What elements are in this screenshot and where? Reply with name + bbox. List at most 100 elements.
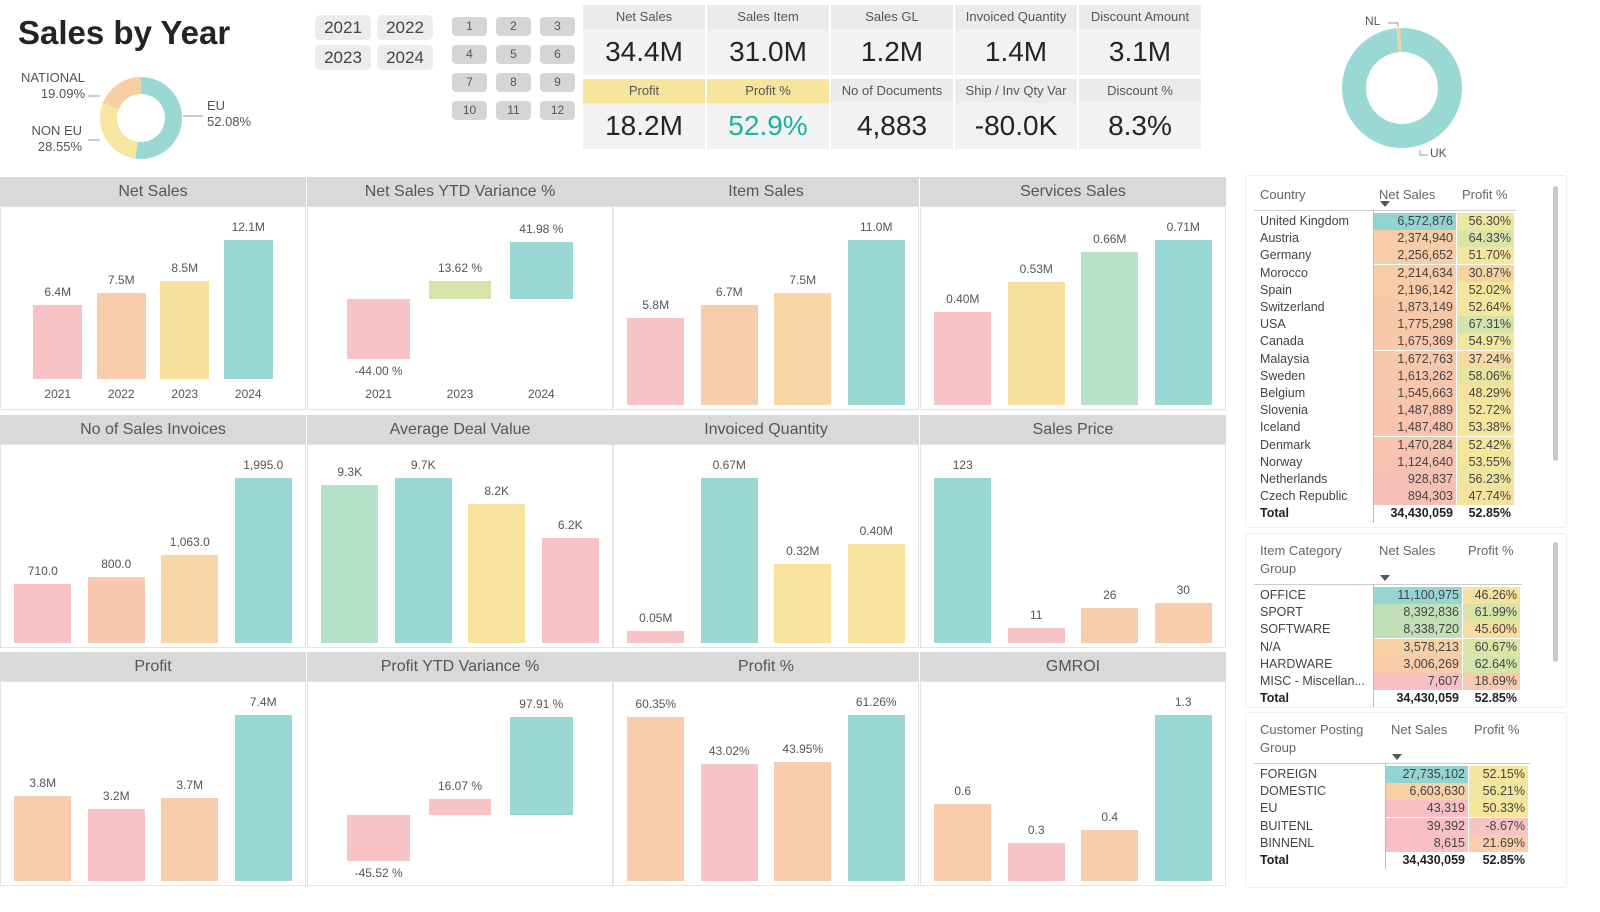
column-header[interactable]: Profit %	[1468, 543, 1514, 558]
bar[interactable]	[847, 715, 905, 881]
column-header[interactable]: Profit %	[1462, 187, 1508, 202]
table-row[interactable]: EU 43,319 50.33%	[1246, 800, 1566, 818]
year-button-2024[interactable]: 2024	[377, 45, 433, 70]
year-button-2022[interactable]: 2022	[377, 15, 433, 40]
bar[interactable]	[700, 764, 758, 881]
table-row[interactable]: Netherlands 928,837 56.23%	[1246, 471, 1566, 488]
column-header[interactable]: Country	[1260, 187, 1306, 202]
bar[interactable]	[14, 795, 72, 881]
sort-descending-icon[interactable]	[1392, 754, 1402, 760]
bar[interactable]	[33, 305, 83, 379]
bar[interactable]	[1007, 628, 1065, 643]
bar[interactable]	[394, 478, 452, 643]
bar[interactable]	[934, 478, 992, 643]
table-row[interactable]: OFFICE 11,100,975 46.26%	[1246, 587, 1566, 604]
sort-descending-icon[interactable]	[1380, 575, 1390, 581]
bar[interactable]	[700, 478, 758, 643]
year-button-2023[interactable]: 2023	[315, 45, 371, 70]
table-row[interactable]: Czech Republic 894,303 47.74%	[1246, 488, 1566, 506]
scrollbar[interactable]	[1553, 542, 1558, 662]
table-row[interactable]: Slovenia 1,487,889 52.72%	[1246, 402, 1566, 420]
bar[interactable]	[428, 280, 492, 300]
bar[interactable]	[87, 576, 145, 643]
bar[interactable]	[96, 292, 146, 379]
bar[interactable]	[934, 804, 992, 881]
bar[interactable]	[234, 715, 292, 881]
bar[interactable]	[700, 304, 758, 405]
bar[interactable]	[627, 630, 685, 643]
bar[interactable]	[1154, 240, 1212, 405]
bar[interactable]	[510, 242, 573, 300]
bar[interactable]	[321, 484, 379, 643]
scrollbar[interactable]	[1553, 186, 1558, 461]
table-row[interactable]: USA 1,775,298 67.31%	[1246, 316, 1566, 334]
column-header[interactable]: Customer Posting Group	[1260, 722, 1364, 755]
table-row[interactable]: Morocco 2,214,634 30.87%	[1246, 264, 1566, 282]
table-row[interactable]: Malaysia 1,672,763 37.24%	[1246, 350, 1566, 368]
bar[interactable]	[627, 717, 685, 881]
table-row[interactable]: SPORT 8,392,836 61.99%	[1246, 604, 1566, 622]
bar[interactable]	[627, 318, 685, 405]
bar[interactable]	[87, 809, 145, 881]
table-row[interactable]: Belgium 1,545,663 48.29%	[1246, 385, 1566, 402]
bar[interactable]	[1007, 842, 1065, 881]
month-button-4[interactable]: 4	[452, 45, 487, 64]
bar[interactable]	[160, 281, 210, 379]
table-row[interactable]: Canada 1,675,369 54.97%	[1246, 333, 1566, 351]
column-header[interactable]: Profit %	[1474, 722, 1520, 737]
bar[interactable]	[1007, 281, 1065, 405]
month-button-2[interactable]: 2	[496, 17, 531, 36]
bar[interactable]	[774, 292, 832, 405]
table-row[interactable]: MISC - Miscellan... 7,607 18.69%	[1246, 673, 1566, 690]
column-header[interactable]: Net Sales	[1379, 543, 1436, 558]
table-row[interactable]: Iceland 1,487,480 53.38%	[1246, 419, 1566, 437]
bar[interactable]	[847, 544, 905, 643]
bar[interactable]	[468, 503, 526, 643]
bar[interactable]	[934, 312, 992, 405]
bar[interactable]	[347, 815, 410, 861]
month-button-11[interactable]: 11	[496, 101, 531, 120]
month-button-5[interactable]: 5	[496, 45, 531, 64]
table-row[interactable]: Spain 2,196,142 52.02%	[1246, 281, 1566, 299]
month-button-1[interactable]: 1	[452, 17, 487, 36]
table-row[interactable]: FOREIGN 27,735,102 52.15%	[1246, 766, 1566, 783]
month-button-3[interactable]: 3	[540, 17, 575, 36]
bar[interactable]	[541, 537, 599, 643]
table-row[interactable]: Austria 2,374,940 64.33%	[1246, 230, 1566, 248]
month-button-12[interactable]: 12	[540, 101, 575, 120]
bar[interactable]	[1081, 829, 1139, 881]
bar[interactable]	[510, 717, 573, 816]
column-header[interactable]: Net Sales	[1391, 722, 1448, 737]
bar[interactable]	[774, 564, 832, 643]
year-button-2021[interactable]: 2021	[315, 15, 371, 40]
table-row[interactable]: Denmark 1,470,284 52.42%	[1246, 436, 1566, 454]
table-row[interactable]: N/A 3,578,213 60.67%	[1246, 638, 1566, 656]
bar[interactable]	[1081, 251, 1139, 405]
bar[interactable]	[347, 299, 410, 359]
table-row[interactable]: BUITENL 39,392 -8.67%	[1246, 817, 1566, 835]
table-row[interactable]: Sweden 1,613,262 58.06%	[1246, 367, 1566, 385]
bar[interactable]	[14, 584, 72, 643]
month-button-8[interactable]: 8	[496, 73, 531, 92]
month-button-6[interactable]: 6	[540, 45, 575, 64]
month-button-7[interactable]: 7	[452, 73, 487, 92]
table-row[interactable]: HARDWARE 3,006,269 62.64%	[1246, 655, 1566, 673]
bar[interactable]	[1154, 602, 1212, 643]
table-row[interactable]: Switzerland 1,873,149 52.64%	[1246, 299, 1566, 316]
table-row[interactable]: United Kingdom 6,572,876 56.30%	[1246, 213, 1566, 230]
bar[interactable]	[1081, 608, 1139, 643]
bar[interactable]	[234, 478, 292, 643]
bar[interactable]	[428, 799, 492, 816]
table-row[interactable]: Norway 1,124,640 53.55%	[1246, 453, 1566, 471]
table-row[interactable]: BINNENL 8,615 21.69%	[1246, 834, 1566, 852]
table-row[interactable]: SOFTWARE 8,338,720 45.60%	[1246, 621, 1566, 639]
bar[interactable]	[1154, 715, 1212, 881]
column-header[interactable]: Item Category Group	[1260, 543, 1342, 576]
month-button-9[interactable]: 9	[540, 73, 575, 92]
bar[interactable]	[774, 761, 832, 881]
column-header[interactable]: Net Sales	[1379, 187, 1436, 202]
bar[interactable]	[223, 240, 273, 379]
month-button-10[interactable]: 10	[452, 101, 487, 120]
bar[interactable]	[161, 555, 219, 643]
bar[interactable]	[847, 240, 905, 405]
